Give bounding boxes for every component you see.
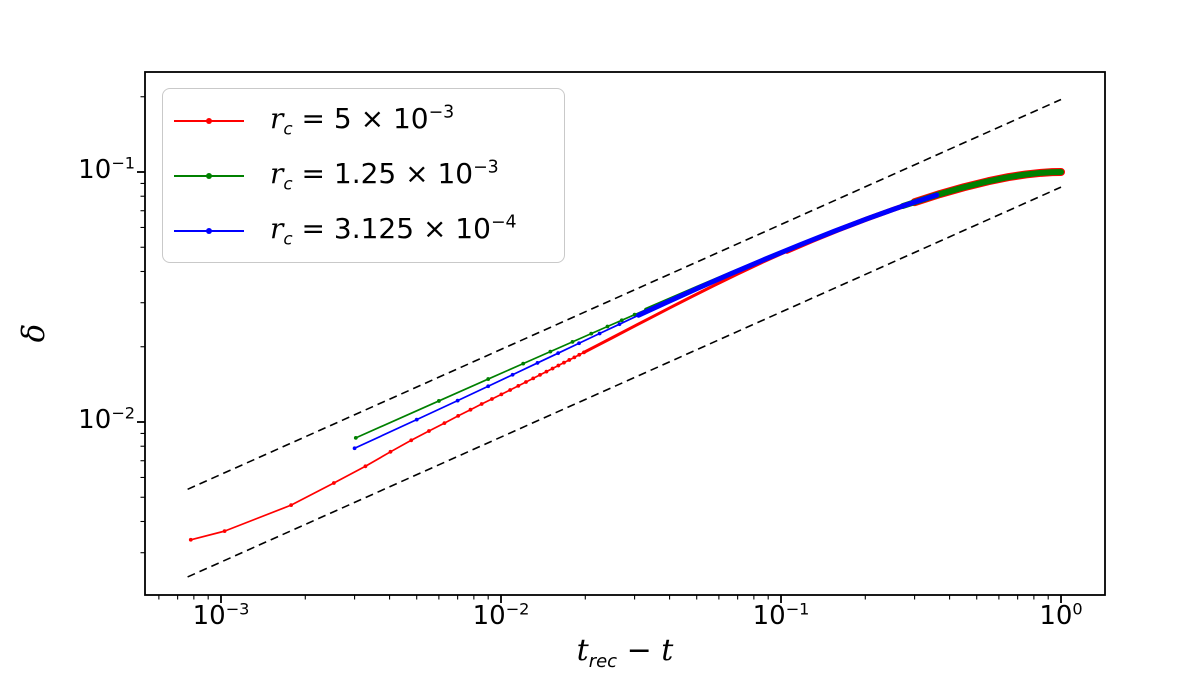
series-green-marker (521, 361, 526, 366)
series-red-marker (331, 481, 336, 485)
series-blue-marker (352, 446, 357, 451)
series-red-marker (442, 421, 447, 425)
series-red-marker (582, 350, 586, 355)
legend-rc-sub: c (283, 118, 293, 139)
series-blue-marker (414, 417, 419, 422)
series-blue-dense-band (636, 192, 940, 318)
series-blue-marker (556, 351, 561, 356)
x-tick-label-1e0: 100 (1039, 599, 1083, 631)
y-tick-label-1e-1: 10−1 (78, 153, 135, 185)
series-red-marker (538, 373, 542, 377)
series-blue-marker (486, 384, 491, 389)
series-green-marker (353, 435, 358, 440)
legend-line-marker-swatch-red (174, 117, 244, 125)
legend-exponent: −3 (428, 102, 455, 123)
series-red-marker (556, 363, 561, 368)
series-red-marker (508, 388, 513, 392)
legend-item-rc-5e-3: rc = 5 × 10−3 (163, 93, 564, 148)
series-red-marker (577, 352, 582, 357)
legend-rc-var: r (270, 212, 284, 246)
series-red-marker (222, 529, 227, 534)
legend: rc = 5 × 10−3 rc = 1.25 × 10−3 rc = 3.12… (162, 88, 565, 263)
series-green-marker (486, 377, 491, 381)
axes-spines (144, 71, 1106, 596)
legend-value: = 5 × 10 (292, 102, 429, 136)
series-green-marker (605, 324, 610, 329)
series-red-marker (544, 369, 549, 374)
series-green-marker (632, 312, 637, 317)
series-blue-marker (636, 313, 641, 318)
series-green-marker (570, 339, 575, 344)
series-blue-marker (617, 322, 622, 327)
series-red-marker (531, 376, 536, 381)
y-axis-label: δ (16, 323, 52, 343)
series-blue-marker (455, 398, 460, 403)
series-green-dense-band (899, 169, 1065, 210)
series-green-marker (589, 331, 594, 336)
series-red-marker (524, 380, 528, 384)
x-tick-label-1e-1: 10−1 (752, 599, 810, 631)
series-red-marker (499, 392, 504, 397)
legend-rc-var: r (270, 102, 284, 136)
series-blue-marker (510, 372, 515, 377)
x-tick-label-1e-2: 10−2 (472, 599, 530, 631)
series-red-marker (409, 438, 414, 443)
legend-value: = 1.25 × 10 (292, 157, 474, 191)
series-red-marker (456, 413, 461, 418)
series-red-marker (289, 503, 294, 508)
series-red-marker (572, 355, 577, 360)
series-red-marker (490, 397, 494, 401)
guide-upper-dashed-slope-half (187, 98, 1062, 491)
legend-value: = 3.125 × 10 (292, 212, 491, 246)
legend-rc-sub: c (283, 228, 293, 249)
series-green-marker (548, 349, 553, 354)
legend-rc-var: r (270, 157, 284, 191)
x-axis-label: trec − t (515, 633, 735, 672)
legend-exponent: −3 (473, 157, 499, 178)
x-label-rec-subscript: rec (588, 651, 618, 672)
x-label-t: t (576, 633, 589, 668)
series-red-marker (388, 449, 393, 454)
legend-item-label: rc = 5 × 10−3 (270, 102, 454, 139)
x-label-minus: − (617, 633, 662, 668)
series-blue-marker (597, 331, 602, 336)
legend-exponent: −4 (490, 212, 517, 233)
series-red-dense-band (582, 249, 789, 354)
series-blue-marker (535, 361, 540, 365)
legend-item-label: rc = 3.125 × 10−4 (270, 212, 517, 249)
series-green-marker (619, 318, 624, 323)
x-label-t2: t (661, 633, 674, 668)
series-red-marker (567, 358, 572, 362)
series-blue-marker (577, 341, 581, 346)
series-red-marker (188, 537, 193, 542)
series-red-marker (468, 407, 473, 412)
series-red-marker (427, 429, 431, 433)
y-tick-label-1e-2: 10−2 (78, 403, 135, 435)
x-tick-label-1e-3: 10−3 (192, 599, 250, 631)
series-red-marker (550, 366, 555, 371)
legend-rc-sub: c (283, 173, 293, 194)
legend-item-rc-1-25e-3: rc = 1.25 × 10−3 (163, 148, 564, 203)
series-red-marker (363, 464, 368, 469)
series-red-marker (516, 383, 521, 388)
guide-lower-dashed-slope-half (187, 186, 1062, 578)
series-green-marker (436, 399, 441, 403)
legend-item-label: rc = 1.25 × 10−3 (270, 157, 499, 194)
series-red-marker (562, 360, 566, 365)
legend-line-marker-swatch-blue (174, 227, 244, 235)
series-red-marker (479, 402, 484, 406)
legend-item-rc-3-125e-4: rc = 3.125 × 10−4 (163, 203, 564, 258)
legend-line-marker-swatch-green (174, 172, 244, 180)
